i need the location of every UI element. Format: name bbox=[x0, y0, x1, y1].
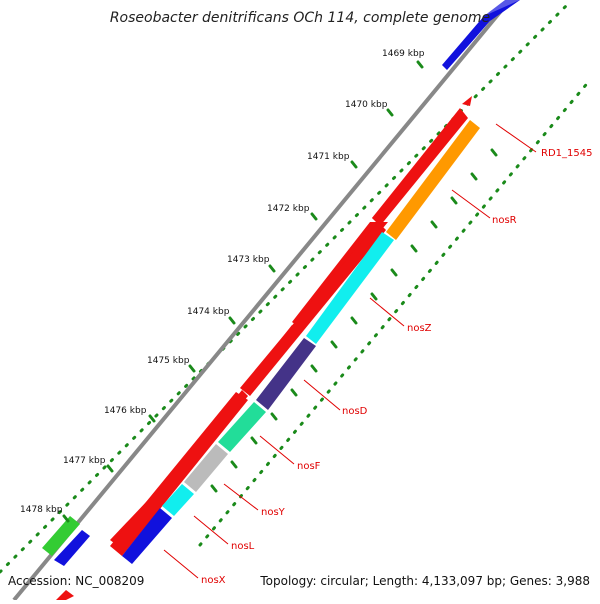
gene-leader-line bbox=[223, 483, 259, 511]
tick-label: 1477 kbp bbox=[63, 456, 106, 466]
gene-label: nosZ bbox=[407, 323, 432, 334]
major-ticks bbox=[62, 60, 498, 523]
tick-labels: 1469 kbp 1470 kbp 1471 kbp 1472 kbp 1473 kbp… bbox=[20, 49, 425, 515]
tick-mark bbox=[148, 414, 156, 423]
outer-tick-track bbox=[0, 0, 572, 574]
gene-nosY bbox=[184, 444, 228, 492]
chart-title: Roseobacter denitrificans OCh 114, compl… bbox=[109, 10, 491, 26]
inner-tick-mark bbox=[470, 172, 478, 181]
tick-label: 1478 kbp bbox=[20, 505, 63, 515]
tick-label: 1472 kbp bbox=[267, 204, 310, 214]
gene-label: nosX bbox=[201, 575, 226, 586]
inner-tick-mark bbox=[350, 316, 358, 325]
gene-nosZ bbox=[306, 232, 394, 344]
gene-top-blue-shade bbox=[480, 0, 520, 16]
inner-tick-mark bbox=[410, 244, 418, 253]
tick-label: 1469 kbp bbox=[382, 49, 425, 59]
gene-rd1-1545-marker bbox=[462, 96, 472, 106]
tick-label: 1473 kbp bbox=[227, 255, 270, 265]
gene-label: nosY bbox=[261, 507, 286, 518]
tick-mark bbox=[106, 464, 114, 473]
inner-tick-mark bbox=[270, 412, 278, 421]
gene-nosL bbox=[162, 484, 194, 516]
gene-blue-lower bbox=[54, 530, 90, 566]
topology-summary: Topology: circular; Length: 4,133,097 bp… bbox=[260, 574, 590, 588]
inner-tick-mark bbox=[490, 148, 498, 157]
tick-mark bbox=[350, 160, 358, 169]
inner-tick-mark bbox=[450, 196, 458, 205]
inner-tick-mark bbox=[230, 460, 238, 469]
tick-mark bbox=[188, 364, 196, 373]
gene-top-blue bbox=[442, 0, 520, 70]
gene-label: nosD bbox=[342, 406, 368, 417]
inner-tick-mark bbox=[330, 340, 338, 349]
gene-red-outer-band-2 bbox=[240, 222, 386, 396]
gene-label: nosL bbox=[231, 541, 255, 552]
inner-tick-mark bbox=[310, 364, 318, 373]
tick-label: 1476 kbp bbox=[104, 406, 147, 416]
inner-tick-mark bbox=[390, 268, 398, 277]
gene-leader-line bbox=[259, 435, 295, 465]
tick-mark bbox=[310, 212, 318, 221]
gene-green-lower bbox=[42, 516, 80, 556]
inner-tick-mark bbox=[210, 484, 218, 493]
tick-label: 1470 kbp bbox=[345, 100, 388, 110]
gene-label: RD1_1545 bbox=[541, 148, 592, 159]
gene-leader-line bbox=[163, 549, 199, 579]
tick-label: 1471 kbp bbox=[307, 152, 350, 162]
gene-nosD bbox=[256, 338, 316, 410]
gene-leader-line bbox=[451, 189, 491, 219]
gene-labels: RD1_1545 nosR nosZ nosD nosF nosY nosL nosX bbox=[163, 123, 592, 586]
inner-tick-mark bbox=[290, 388, 298, 397]
gene-leader-line bbox=[369, 297, 405, 327]
gene-bottom-red bbox=[56, 590, 74, 600]
tick-mark bbox=[228, 316, 236, 325]
gene-leader-line bbox=[495, 123, 537, 153]
gene-label: nosF bbox=[297, 461, 321, 472]
gene-leader-line bbox=[193, 515, 229, 545]
inner-tick-mark bbox=[250, 436, 258, 445]
tick-mark bbox=[268, 264, 276, 273]
gene-nosX bbox=[122, 508, 172, 564]
tick-label: 1475 kbp bbox=[147, 356, 190, 366]
accession-text: Accession: NC_008209 bbox=[8, 574, 145, 588]
gene-nosR bbox=[386, 120, 480, 240]
inner-tick-mark bbox=[430, 220, 438, 229]
tick-mark bbox=[416, 60, 424, 69]
gene-leader-line bbox=[303, 379, 341, 411]
tick-mark bbox=[386, 108, 394, 117]
gene-label: nosR bbox=[492, 215, 517, 226]
gene-nosF bbox=[218, 402, 266, 452]
inner-tick-track bbox=[198, 78, 592, 547]
gene-red-outer-band bbox=[372, 108, 468, 226]
tick-mark bbox=[62, 514, 70, 523]
gene-red-outer-band-3 bbox=[110, 392, 248, 556]
tick-label: 1474 kbp bbox=[187, 307, 230, 317]
inner-tick-mark bbox=[370, 292, 378, 301]
genome-backbone bbox=[12, 0, 512, 602]
